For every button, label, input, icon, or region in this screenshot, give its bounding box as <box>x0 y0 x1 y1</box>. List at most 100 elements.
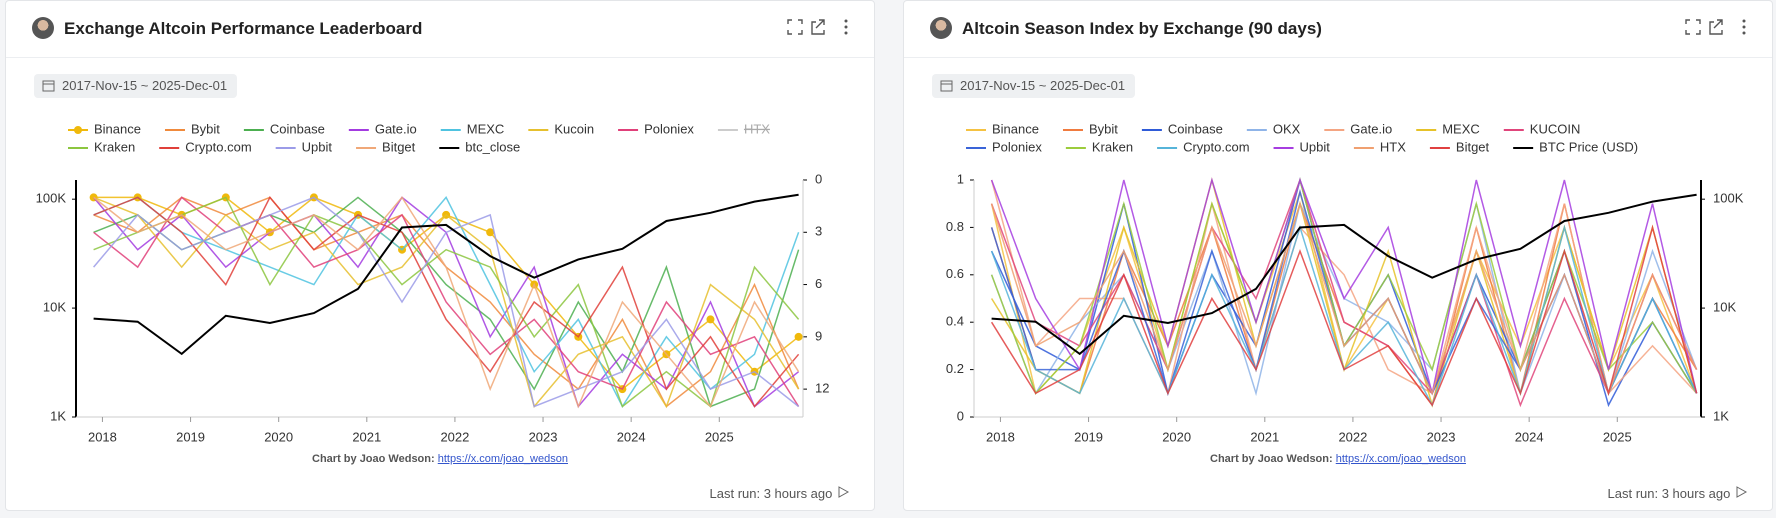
date-range[interactable]: 2017-Nov-15 ~ 2025-Dec-01 <box>34 74 238 98</box>
legend-label: Coinbase <box>270 121 325 136</box>
x-tick-label: 2024 <box>617 429 646 444</box>
legend-marker <box>74 126 82 134</box>
x-tick-label: 2023 <box>1427 429 1456 444</box>
y2-tick-label: 0 <box>815 171 822 186</box>
legend-label: btc_close <box>465 139 520 154</box>
card-title: Altcoin Season Index by Exchange (90 day… <box>962 19 1322 38</box>
series-line <box>990 177 1698 395</box>
series-marker <box>794 332 803 341</box>
last-run-text: Last run: 3 hours ago <box>1607 486 1731 501</box>
credit: Chart by Joao Wedson: https://x.com/joao… <box>6 453 874 465</box>
y-tick-label: 0 <box>957 408 964 423</box>
legend-item[interactable]: Bybit <box>164 121 220 136</box>
legend-item[interactable]: Binance <box>966 121 1039 136</box>
legend-item[interactable]: MEXC <box>440 121 505 136</box>
legend-label: Bitget <box>382 139 416 154</box>
y2-tick-label: 100K <box>1713 191 1744 206</box>
legend-item[interactable]: HTX <box>717 121 770 136</box>
credit-link[interactable]: https://x.com/joao_wedson <box>1335 453 1466 465</box>
legend-label: Crypto.com <box>1183 139 1249 154</box>
legend-item[interactable]: Binance <box>68 121 141 136</box>
legend-label: Kraken <box>94 139 135 154</box>
x-tick-label: 2023 <box>529 429 558 444</box>
legend-item[interactable]: Upbit <box>275 139 333 154</box>
run-button[interactable] <box>836 486 850 498</box>
legend-item[interactable]: Bybit <box>1062 121 1118 136</box>
y2-tick-label: 6 <box>815 276 822 291</box>
date-range[interactable]: 2017-Nov-15 ~ 2025-Dec-01 <box>932 74 1136 98</box>
card-actions[interactable] <box>1684 18 1754 38</box>
legend-item[interactable]: MEXC <box>1416 121 1480 136</box>
legend-item[interactable]: Crypto.com <box>1157 139 1250 154</box>
legend-item[interactable]: Coinbase <box>1141 121 1223 136</box>
run-button[interactable] <box>1734 486 1748 498</box>
legend-label: Poloniex <box>644 121 694 136</box>
x-tick-label: 2020 <box>264 429 293 444</box>
legend-label: BTC Price (USD) <box>1539 139 1638 154</box>
avatar <box>32 17 54 39</box>
series-marker <box>486 228 495 237</box>
legend-label: Poloniex <box>992 139 1042 154</box>
x-tick-label: 2025 <box>1603 429 1632 444</box>
card-actions[interactable] <box>786 18 856 38</box>
legend-item[interactable]: Coinbase <box>243 121 325 136</box>
legend-item[interactable]: Crypto.com <box>159 139 252 154</box>
legend-item[interactable]: Kucoin <box>528 121 594 136</box>
x-tick-label: 2025 <box>705 429 734 444</box>
date-range-text: 2017-Nov-15 ~ 2025-Dec-01 <box>62 78 228 93</box>
y-tick-label: 0.8 <box>946 219 964 234</box>
legend-label: OKX <box>1273 121 1301 136</box>
legend-label: MEXC <box>467 121 505 136</box>
legend-label: Binance <box>94 121 141 136</box>
y-tick-label: 10K <box>43 300 66 315</box>
series-line <box>990 201 1698 396</box>
legend-item[interactable]: OKX <box>1246 121 1301 136</box>
legend-item[interactable]: Gate.io <box>348 121 417 136</box>
legend-item[interactable]: Bitget <box>1429 139 1490 154</box>
y-tick-label: 1K <box>50 408 66 423</box>
series-line <box>93 196 800 407</box>
legend-item[interactable]: Kraken <box>1065 139 1133 154</box>
credit-link[interactable]: https://x.com/joao_wedson <box>437 453 568 465</box>
chart: 0 0.2 0.4 0.6 0.8 1 1K 10K 100K 2018 2019 2020 2021 2… <box>946 121 1744 444</box>
series-line <box>990 177 1698 394</box>
legend-label: Coinbase <box>1168 121 1223 136</box>
legend-item[interactable]: Gate.io <box>1324 121 1392 136</box>
chart-card: Exchange Altcoin Performance Leaderboard… <box>5 0 875 511</box>
legend-label: Kraken <box>1092 139 1133 154</box>
x-tick-label: 2019 <box>176 429 205 444</box>
legend-label: Kucoin <box>554 121 594 136</box>
x-tick-label: 2022 <box>440 429 469 444</box>
card-header: Altcoin Season Index by Exchange (90 day… <box>904 1 1772 58</box>
legend-label: Gate.io <box>375 121 417 136</box>
legend-label: Gate.io <box>1350 121 1392 136</box>
chart-card: Altcoin Season Index by Exchange (90 day… <box>903 0 1773 511</box>
legend-label: Bitget <box>1456 139 1490 154</box>
series-line <box>991 193 1697 356</box>
series-line <box>93 196 800 409</box>
y-tick-label: 0.4 <box>946 314 964 329</box>
y-tick-label: 100K <box>36 191 67 206</box>
legend-item[interactable]: Kraken <box>68 139 135 154</box>
x-tick-label: 2022 <box>1338 429 1367 444</box>
credit: Chart by Joao Wedson: https://x.com/joao… <box>904 453 1772 465</box>
legend-item[interactable]: Bitget <box>356 139 416 154</box>
credit-text: Chart by Joao Wedson: <box>312 453 435 465</box>
legend-item[interactable]: HTX <box>1353 139 1406 154</box>
legend-item[interactable]: BTC Price (USD) <box>1513 139 1638 154</box>
y2-tick-label: 10K <box>1713 300 1736 315</box>
legend-label: Upbit <box>1300 139 1331 154</box>
legend-label: KUCOIN <box>1530 121 1581 136</box>
legend-label: Bybit <box>191 121 220 136</box>
legend-item[interactable]: KUCOIN <box>1503 121 1581 136</box>
series-line <box>93 193 799 356</box>
legend-label: MEXC <box>1442 121 1480 136</box>
last-run-text: Last run: 3 hours ago <box>709 486 833 501</box>
legend-item[interactable]: Poloniex <box>966 139 1042 154</box>
legend-label: Crypto.com <box>185 139 251 154</box>
card-title: Exchange Altcoin Performance Leaderboard <box>64 19 423 38</box>
legend-item[interactable]: Upbit <box>1273 139 1331 154</box>
legend-item[interactable]: btc_close <box>439 139 520 154</box>
y-tick-label: 0.6 <box>946 266 964 281</box>
legend-item[interactable]: Poloniex <box>618 121 694 136</box>
